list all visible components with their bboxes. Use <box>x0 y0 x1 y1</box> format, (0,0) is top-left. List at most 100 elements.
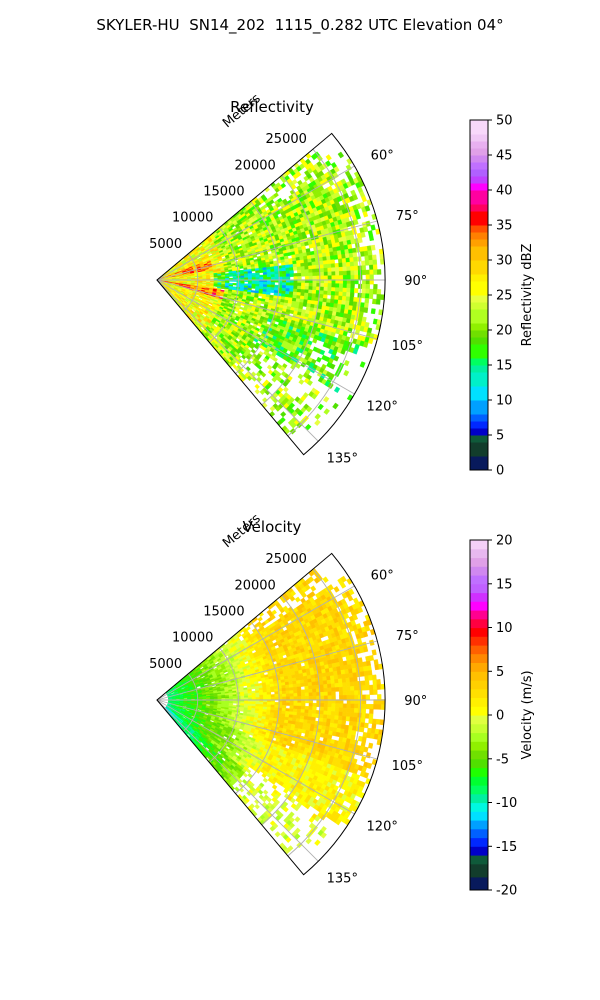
radar-cell <box>370 308 376 315</box>
radar-cell <box>247 281 253 285</box>
range-ring <box>261 175 321 406</box>
radar-cell <box>346 283 352 289</box>
radar-cell <box>333 355 340 362</box>
radar-cell <box>244 275 249 279</box>
radar-cell <box>289 270 294 274</box>
radar-cell <box>232 701 238 704</box>
colorbar-segment <box>470 323 488 331</box>
radar-cell <box>240 273 245 277</box>
radar-cell <box>311 265 317 270</box>
radar-cell <box>247 275 253 278</box>
radar-cell <box>244 697 249 701</box>
radar-cell <box>280 411 287 418</box>
radar-cell <box>270 289 275 294</box>
radar-cell <box>335 283 340 288</box>
radar-cell <box>213 284 218 287</box>
figure-title: SKYLER-HU SN14_202 1115_0.282 UTC Elevat… <box>96 16 504 34</box>
radar-cell <box>282 276 287 280</box>
radar-cell <box>365 274 371 280</box>
azimuth-spoke <box>156 279 378 340</box>
radar-cell <box>296 266 302 271</box>
radar-cell <box>373 269 378 275</box>
radar-cell <box>333 254 339 260</box>
radar-cell <box>339 275 344 280</box>
radar-cell <box>345 261 351 267</box>
radar-cell <box>368 235 375 242</box>
colorbar-segment <box>470 414 488 422</box>
radar-cell <box>346 274 352 280</box>
radar-cell <box>247 277 253 281</box>
radar-cell <box>367 337 374 345</box>
radar-cell <box>304 423 312 431</box>
range-tick-label: 25000 <box>266 132 307 147</box>
radar-cell <box>368 293 374 300</box>
radar-cell <box>305 406 313 413</box>
radar-cell <box>331 287 336 292</box>
radar-cell <box>293 282 298 287</box>
radar-cell <box>285 285 291 289</box>
radar-cell <box>361 269 367 276</box>
azimuth-tick-label: 105° <box>392 339 423 354</box>
radar-cell <box>301 282 306 287</box>
radar-cell <box>362 211 369 218</box>
azimuth-spoke <box>156 279 319 442</box>
colorbar-segment <box>470 162 488 170</box>
radar-cell <box>266 281 272 286</box>
radar-cell <box>342 270 348 276</box>
radar-cell <box>327 283 333 288</box>
radar-cell <box>304 269 310 274</box>
radar-cell <box>312 272 317 277</box>
radar-cell <box>341 295 347 302</box>
radar-cell <box>326 255 331 261</box>
radar-cell <box>338 291 344 297</box>
radar-cell <box>308 268 313 274</box>
radar-cell <box>345 257 351 263</box>
radar-cell <box>263 274 268 278</box>
radar-cell <box>355 213 361 220</box>
radar-cell <box>352 348 359 355</box>
radar-cell <box>347 243 353 250</box>
colorbar-segment <box>470 120 488 135</box>
radar-cell <box>365 283 371 290</box>
radar-cell <box>190 697 196 700</box>
azimuth-spoke <box>156 165 355 281</box>
colorbar-segment <box>470 456 488 471</box>
radar-cell <box>270 268 275 273</box>
colorbar-segment <box>470 211 488 226</box>
colorbar-segment <box>470 204 488 212</box>
radar-cell <box>289 285 294 290</box>
colorbar-tick-label: 30 <box>496 254 513 269</box>
radar-cell <box>258 293 263 297</box>
range-tick-label: 5000 <box>149 237 182 252</box>
radar-cell <box>266 274 272 278</box>
radar-cell <box>369 274 374 280</box>
radar-cell <box>289 273 295 277</box>
colorbar-segment <box>470 295 488 303</box>
radar-cell <box>344 253 350 259</box>
radar-cell <box>369 288 374 295</box>
radar-cell <box>370 224 376 231</box>
radar-cell <box>300 262 305 267</box>
colorbar-tick-label: 45 <box>496 149 513 164</box>
radar-cell <box>274 273 279 278</box>
radar-cell <box>240 695 245 699</box>
radar-cell <box>175 698 181 700</box>
radar-cell <box>297 276 302 280</box>
radar-cell <box>297 410 304 417</box>
azimuth-tick-label: 120° <box>367 399 398 414</box>
colorbar-segment <box>470 309 488 324</box>
radar-cell <box>307 258 313 263</box>
radar-cell <box>296 260 301 265</box>
radar-cell <box>337 254 343 260</box>
sector-frame <box>156 132 386 456</box>
radar-cell <box>338 262 343 268</box>
colorbar-segment <box>470 176 488 184</box>
colorbar-tick-label: 25 <box>496 289 513 304</box>
radar-cell <box>322 260 328 265</box>
radar-cell <box>369 269 374 275</box>
radar-cell <box>259 389 266 395</box>
radar-cell <box>341 258 347 264</box>
radar-cell <box>360 302 365 308</box>
colorbar-tick-label: 0 <box>496 464 504 479</box>
radar-cell <box>282 386 289 393</box>
